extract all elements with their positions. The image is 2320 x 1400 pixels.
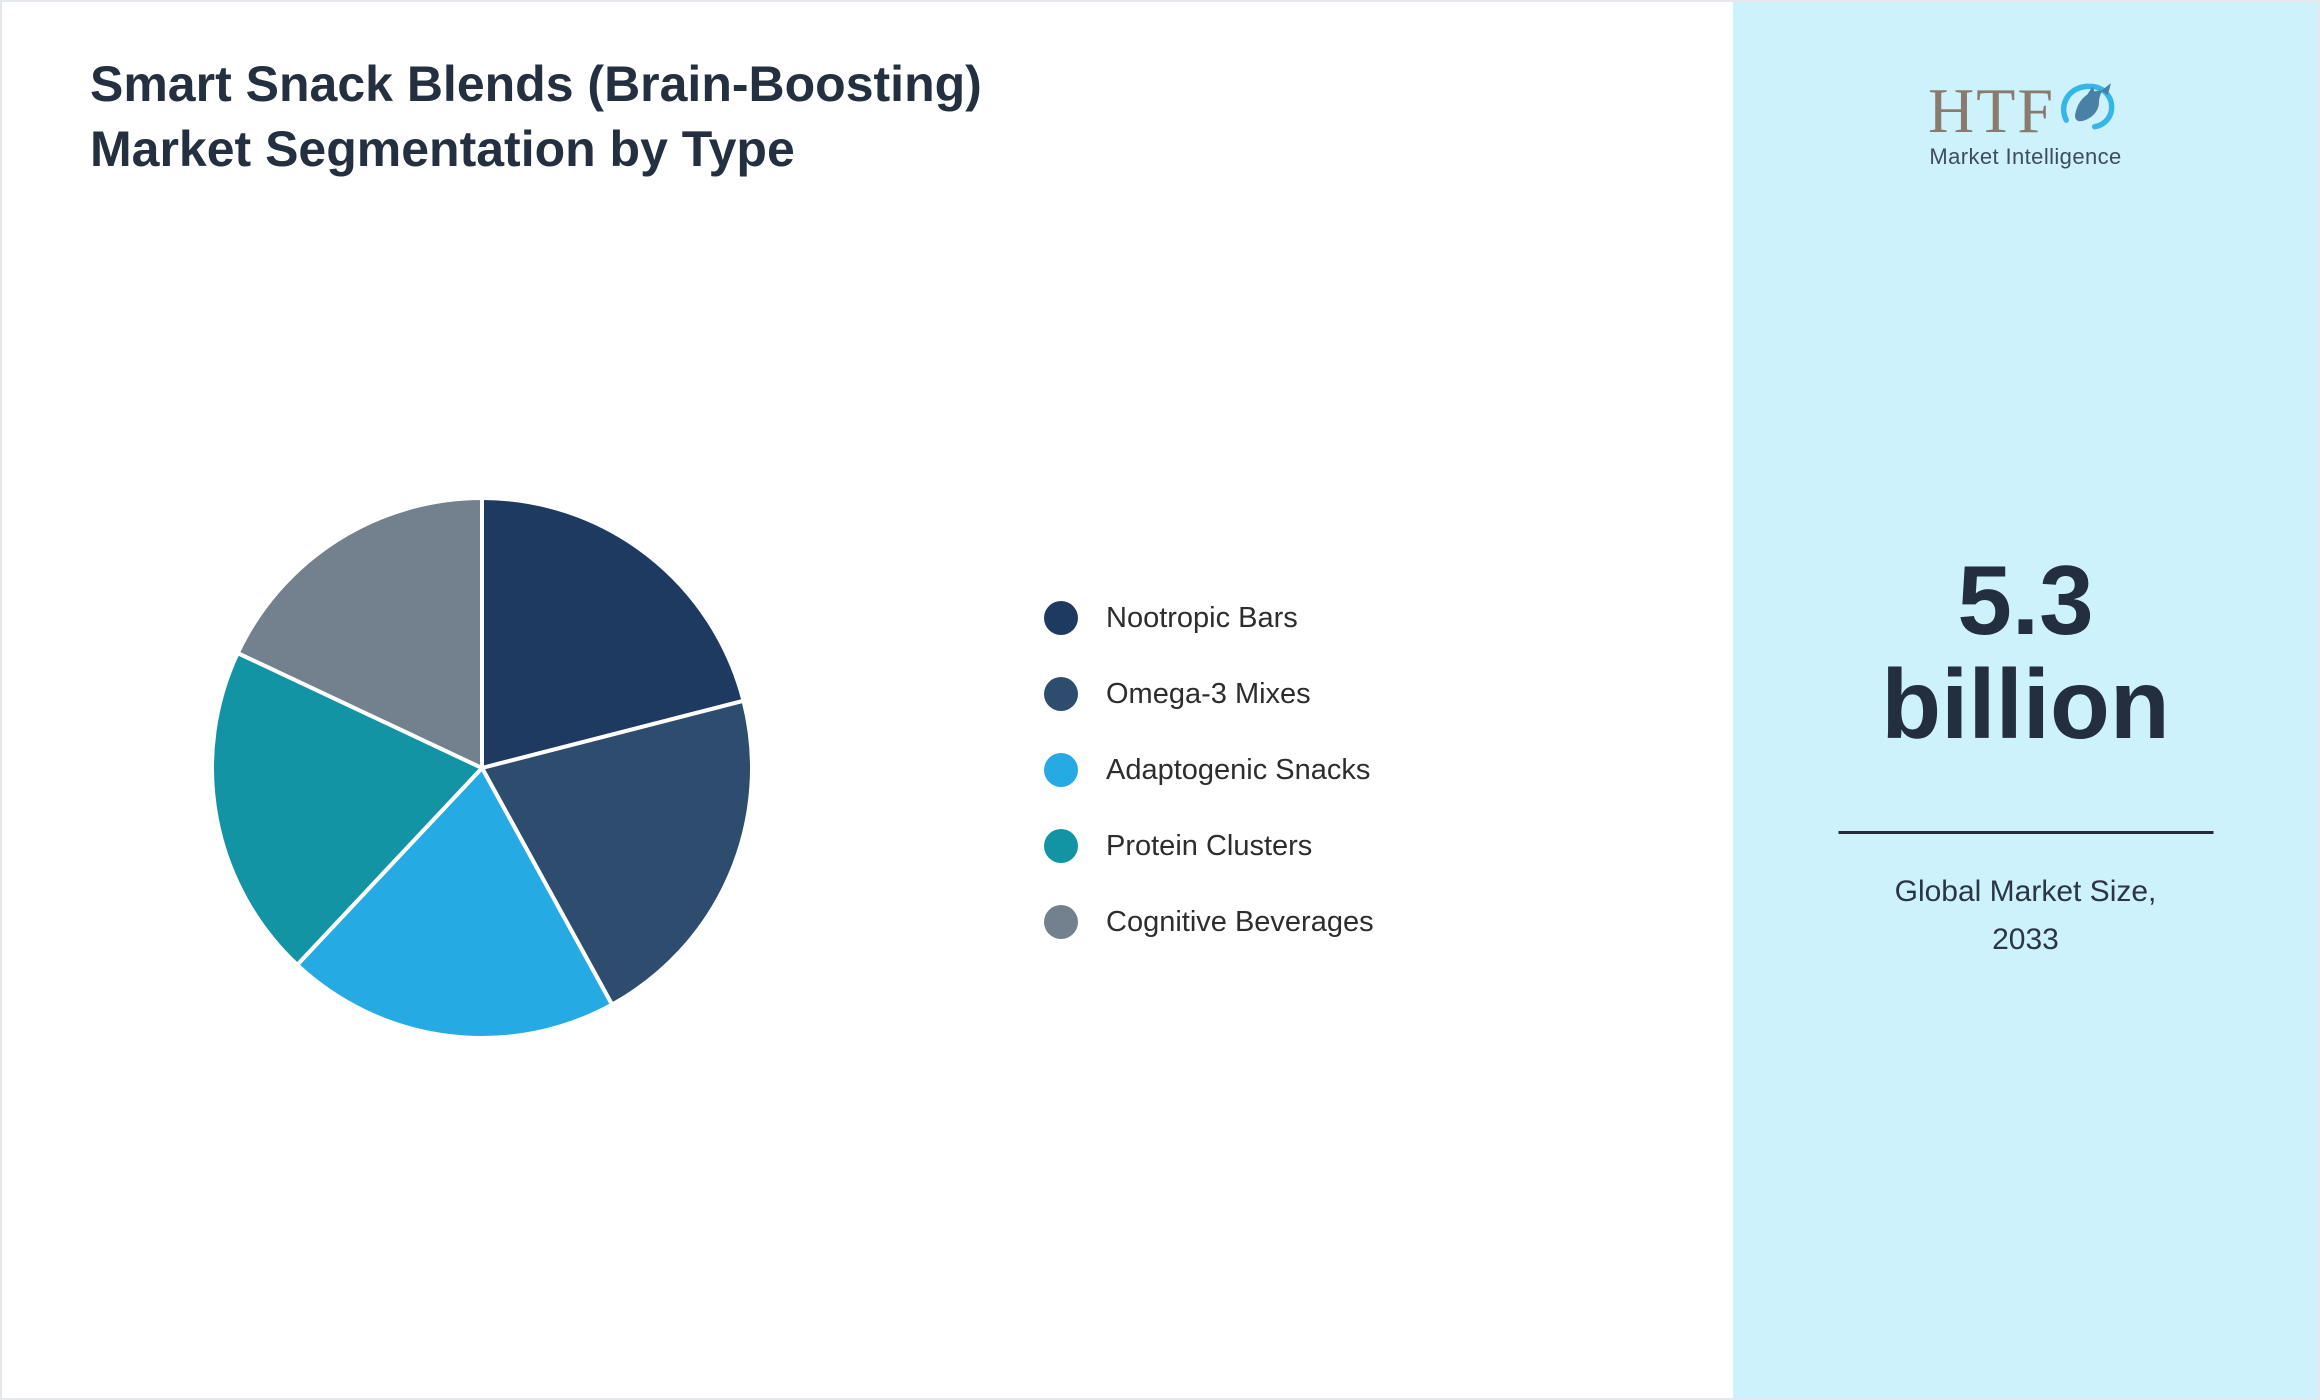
market-size-label-line2: 2033	[1992, 923, 2059, 956]
legend-swatch-icon	[1044, 677, 1078, 711]
sidebar: HTF Market Intelligence 5.3 billion Glob…	[1733, 2, 2318, 1398]
legend-label: Omega-3 Mixes	[1106, 677, 1311, 710]
legend-item: Nootropic Bars	[1044, 580, 1374, 656]
legend-item: Omega-3 Mixes	[1044, 656, 1374, 732]
logo: HTF Market Intelligence	[1733, 78, 2318, 170]
pie-slice-nootropic-bars	[480, 496, 746, 770]
legend-swatch-icon	[1044, 601, 1078, 635]
dolphin-icon	[2060, 83, 2115, 130]
market-size-value: 5.3 billion	[1733, 548, 2318, 756]
market-size-label: Global Market Size, 2033	[1733, 868, 2318, 964]
market-size-label-line1: Global Market Size,	[1894, 875, 2157, 908]
market-size-number: 5.3	[1957, 545, 2094, 655]
chart-panel: Smart Snack Blends (Brain-Boosting) Mark…	[2, 2, 1733, 1398]
pie-slice-omega-3-mixes	[480, 698, 754, 1007]
pie-slice-cognitive-beverages	[235, 496, 484, 770]
legend-item: Adaptogenic Snacks	[1044, 732, 1374, 808]
logo-subtext: Market Intelligence	[1929, 144, 2122, 169]
legend-item: Cognitive Beverages	[1044, 884, 1374, 960]
legend-swatch-icon	[1044, 829, 1078, 863]
legend-swatch-icon	[1044, 905, 1078, 939]
market-size-unit: billion	[1881, 649, 2170, 759]
pie-slice-adaptogenic-snacks	[295, 766, 615, 1040]
pie-chart	[210, 496, 754, 1040]
legend-label: Cognitive Beverages	[1106, 905, 1374, 938]
logo-row: HTF	[1928, 78, 2123, 144]
divider-line	[1838, 831, 2213, 834]
legend-swatch-icon	[1044, 753, 1078, 787]
logo-text: HTF	[1928, 75, 2055, 146]
legend: Nootropic Bars Omega-3 Mixes Adaptogenic S…	[1044, 580, 1374, 960]
legend-item: Protein Clusters	[1044, 808, 1374, 884]
legend-label: Adaptogenic Snacks	[1106, 753, 1371, 786]
chart-title: Smart Snack Blends (Brain-Boosting) Mark…	[90, 56, 982, 177]
legend-label: Protein Clusters	[1106, 829, 1313, 862]
pie-slice-protein-clusters	[210, 651, 484, 967]
legend-label: Nootropic Bars	[1106, 601, 1298, 634]
